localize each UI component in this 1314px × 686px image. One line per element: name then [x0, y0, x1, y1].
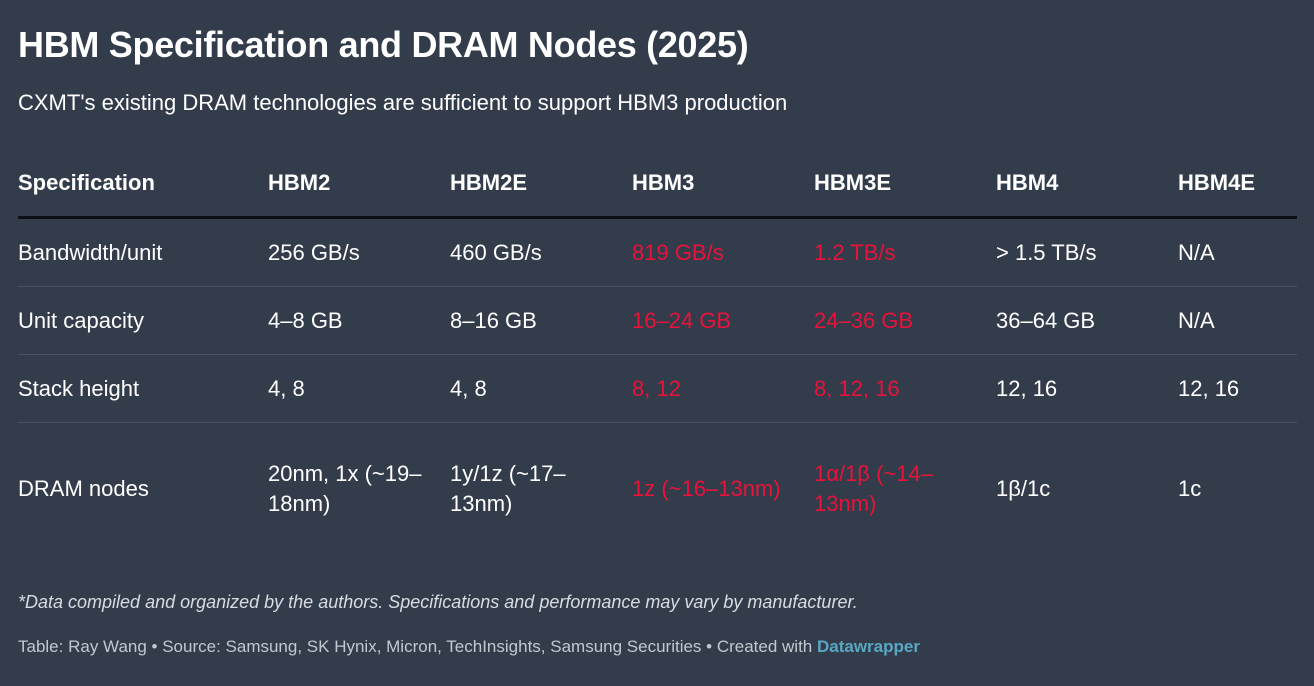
table-cell: 4–8 GB: [268, 286, 450, 355]
table-cell-highlighted: 1.2 TB/s: [814, 217, 996, 287]
row-label: Stack height: [18, 354, 268, 423]
table-cell: 1y/1z (~17–13nm): [450, 461, 566, 516]
datawrapper-link[interactable]: Datawrapper: [816, 637, 920, 656]
column-header: HBM3: [632, 150, 814, 219]
table-cell-highlighted: 8, 12, 16: [814, 354, 996, 423]
spec-table: Specification HBM2 HBM2E HBM3 HBM3E HBM4…: [18, 150, 1297, 555]
column-header: Specification: [18, 150, 268, 219]
column-header: HBM4E: [1178, 150, 1297, 219]
table-cell-highlighted: 24–36 GB: [814, 286, 996, 355]
column-header: HBM3E: [814, 150, 996, 219]
table-cell: 256 GB/s: [268, 217, 450, 287]
table-cell: 4, 8: [268, 354, 450, 423]
chart-title: HBM Specification and DRAM Nodes (2025): [18, 24, 749, 65]
credit-text: Table: Ray Wang • Source: Samsung, SK Hy…: [18, 637, 817, 656]
table-cell: 1c: [1178, 476, 1202, 501]
table-row: Stack height 4, 8 4, 8 8, 12 8, 12, 16 1…: [18, 354, 1297, 423]
table-cell: 20nm, 1x (~19–18nm): [268, 461, 422, 516]
table-cell: 4, 8: [450, 354, 632, 423]
table-cell: 1β/1c: [996, 476, 1051, 501]
table-cell: 36–64 GB: [996, 286, 1178, 355]
column-header: HBM4: [996, 150, 1178, 219]
table-cell-highlighted: 8, 12: [632, 354, 814, 423]
table-cell-highlighted: 1z (~16–13nm): [632, 476, 781, 501]
table-cell: 460 GB/s: [450, 217, 632, 287]
table-row: Bandwidth/unit 256 GB/s 460 GB/s 819 GB/…: [18, 217, 1297, 287]
footnote: *Data compiled and organized by the auth…: [18, 592, 858, 612]
column-header: HBM2E: [450, 150, 632, 219]
table-row: DRAM nodes 20nm, 1x (~19–18nm) 1y/1z (~1…: [18, 423, 1297, 556]
header-row: Specification HBM2 HBM2E HBM3 HBM3E HBM4…: [18, 150, 1297, 219]
table-row: Unit capacity 4–8 GB 8–16 GB 16–24 GB 24…: [18, 286, 1297, 355]
table-cell: N/A: [1178, 286, 1297, 355]
table-cell: N/A: [1178, 217, 1297, 287]
row-label: Bandwidth/unit: [18, 217, 268, 287]
table-cell-highlighted: 16–24 GB: [632, 286, 814, 355]
table-cell: 12, 16: [1178, 354, 1297, 423]
source-credit: Table: Ray Wang • Source: Samsung, SK Hy…: [18, 637, 920, 657]
row-label: DRAM nodes: [18, 476, 149, 501]
table-cell-highlighted: 1α/1β (~14–13nm): [814, 461, 933, 516]
table-cell: 8–16 GB: [450, 286, 632, 355]
chart-subtitle: CXMT's existing DRAM technologies are su…: [18, 90, 788, 115]
table-cell: > 1.5 TB/s: [996, 217, 1178, 287]
row-label: Unit capacity: [18, 286, 268, 355]
column-header: HBM2: [268, 150, 450, 219]
table-cell-highlighted: 819 GB/s: [632, 217, 814, 287]
table-cell: 12, 16: [996, 354, 1178, 423]
